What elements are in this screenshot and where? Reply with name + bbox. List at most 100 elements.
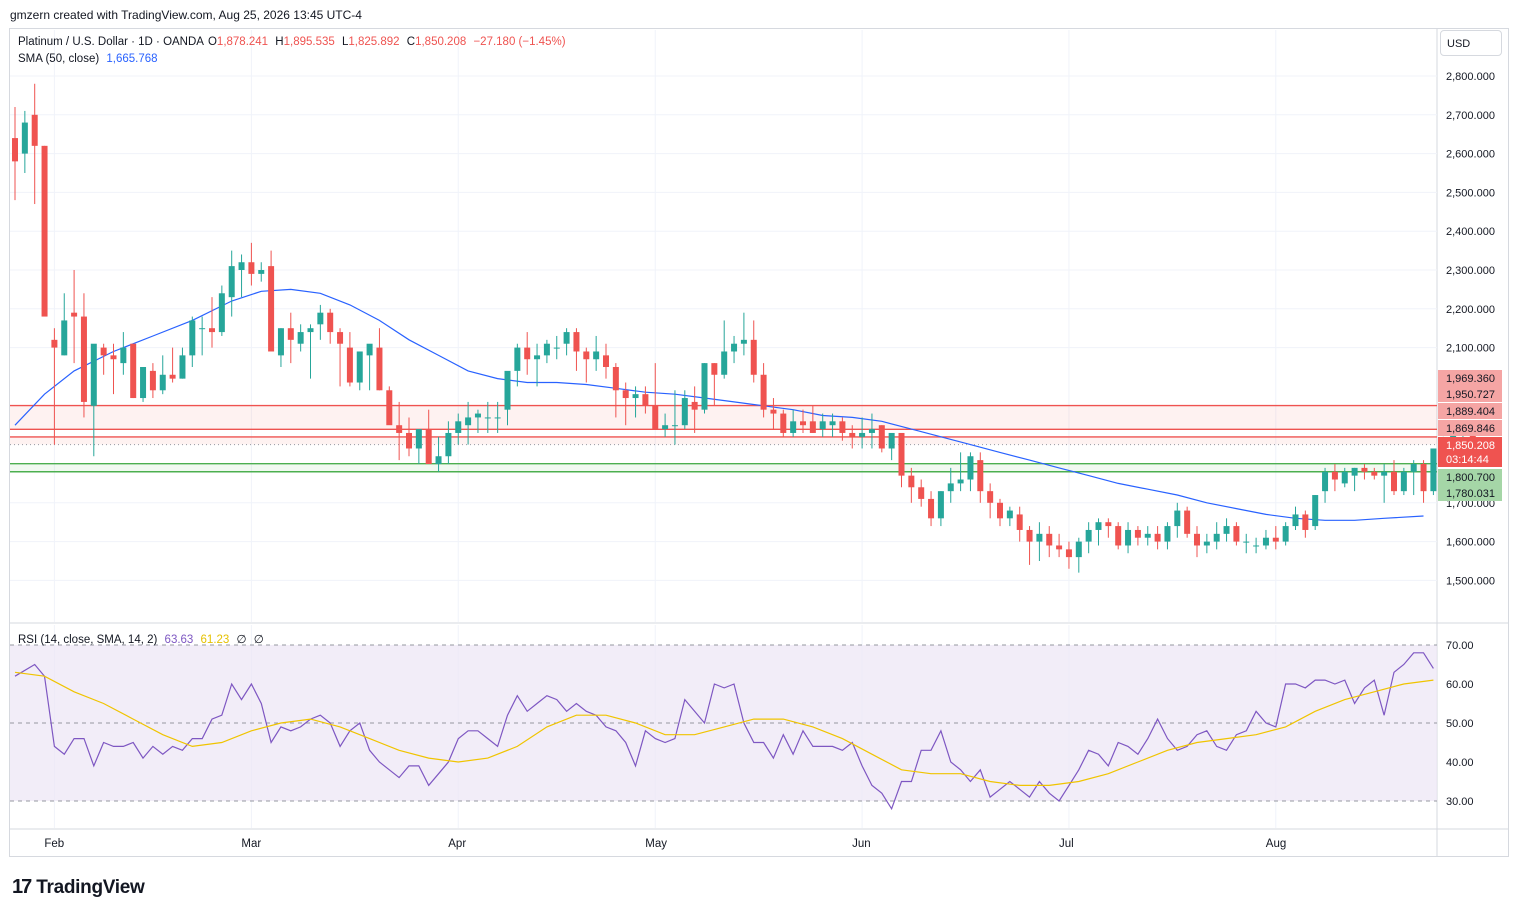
candle-body [435, 456, 442, 464]
price-tick-label: 2,300.000 [1446, 265, 1495, 277]
candle-body [140, 367, 147, 399]
tradingview-mark-icon: 17 [12, 876, 32, 898]
tradingview-logo[interactable]: 17 TradingView [12, 876, 145, 899]
candle-body [1213, 533, 1220, 542]
price-tick-label: 2,400.000 [1446, 226, 1495, 238]
candle [1026, 526, 1033, 565]
rsi-tick-label: 50.00 [1446, 718, 1474, 730]
resistance-price-label: 1,889.404 [1438, 403, 1502, 419]
tradingview-wordmark: TradingView [36, 876, 145, 898]
candle-body [149, 370, 156, 391]
candle [800, 409, 806, 433]
candle [573, 328, 580, 371]
candle [130, 343, 137, 399]
candle-body [31, 114, 38, 146]
candle-body [1194, 533, 1200, 546]
candle-body [455, 421, 462, 433]
sma-legend: SMA (50, close) 1,665.768 [18, 53, 162, 65]
candle-body [997, 502, 1003, 519]
candle-body [406, 432, 412, 449]
candle [1371, 467, 1378, 480]
high-value: 1,895.535 [283, 36, 335, 48]
candle-body [583, 351, 590, 360]
price-label-text: 03:14:44 [1446, 454, 1489, 466]
candle [681, 390, 688, 430]
candle-body [1420, 464, 1427, 492]
candle-body [1006, 510, 1013, 519]
price-label-bg [1438, 485, 1502, 501]
candle [346, 332, 353, 387]
candle-body [1065, 549, 1072, 558]
candle [474, 409, 481, 433]
price-label-text: 1,950.727 [1446, 389, 1495, 401]
candle [1430, 448, 1437, 496]
low-label: L [341, 36, 349, 48]
candle [1391, 460, 1397, 496]
candle-body [1026, 529, 1033, 542]
candle-body [652, 405, 659, 430]
candle-body [1312, 495, 1319, 527]
candle [1144, 526, 1151, 546]
candle-body [878, 425, 885, 449]
candle [1174, 502, 1181, 538]
candle-body [711, 363, 718, 375]
candle-body [386, 390, 393, 426]
candle [1105, 518, 1112, 538]
candle [61, 293, 68, 356]
candle [1036, 522, 1043, 561]
candle [120, 332, 127, 375]
candle [287, 312, 294, 364]
time-tick-label: Aug [1266, 838, 1286, 850]
price-label-bg [1438, 403, 1502, 419]
rsi-line [14, 652, 1434, 811]
candle-body [1016, 514, 1023, 530]
candle [1085, 522, 1092, 554]
resistance-price-label: 1,969.360 [1438, 370, 1502, 386]
candle [1272, 526, 1279, 550]
candle-body [1095, 522, 1102, 530]
candle [1016, 506, 1023, 542]
candle-body [277, 328, 284, 356]
candle-body [543, 343, 550, 356]
candle [878, 425, 885, 453]
candle [937, 491, 944, 527]
candle [12, 107, 18, 201]
currency-button[interactable]: USD [1440, 30, 1502, 56]
candle [1056, 533, 1063, 558]
candle-body [100, 347, 107, 356]
candle [140, 367, 147, 402]
candle [721, 320, 728, 379]
price-label-bg [1438, 437, 1502, 453]
time-tick-label: Mar [241, 838, 261, 850]
sma-label: SMA (50, close) [18, 53, 100, 65]
open-value: 1,878.241 [216, 36, 269, 48]
candle-body [987, 491, 994, 503]
candle-body [218, 293, 225, 333]
candle-body [819, 421, 826, 430]
candle [1381, 464, 1388, 503]
sma-value: 1,665.768 [106, 53, 158, 65]
candle-body [1450, 432, 1457, 441]
candle [563, 328, 570, 356]
candle [297, 324, 304, 352]
candle-body [1243, 541, 1250, 543]
candle-body [71, 312, 78, 317]
candle [41, 145, 48, 317]
candle [1351, 467, 1358, 492]
candle-body [494, 417, 501, 419]
rsi-value: 63.63 [164, 634, 194, 646]
candle-body [41, 145, 48, 317]
candle-body [1322, 471, 1329, 492]
candle-body [90, 343, 97, 406]
low-value: 1,825.892 [348, 36, 400, 48]
candle-body [731, 343, 738, 352]
candle [543, 339, 550, 364]
candle-body [593, 351, 600, 360]
candle [238, 254, 245, 298]
candle [642, 386, 649, 414]
candle-body [612, 367, 619, 391]
candle [100, 343, 107, 375]
candle-body [721, 351, 728, 375]
candle-body [1144, 533, 1151, 538]
